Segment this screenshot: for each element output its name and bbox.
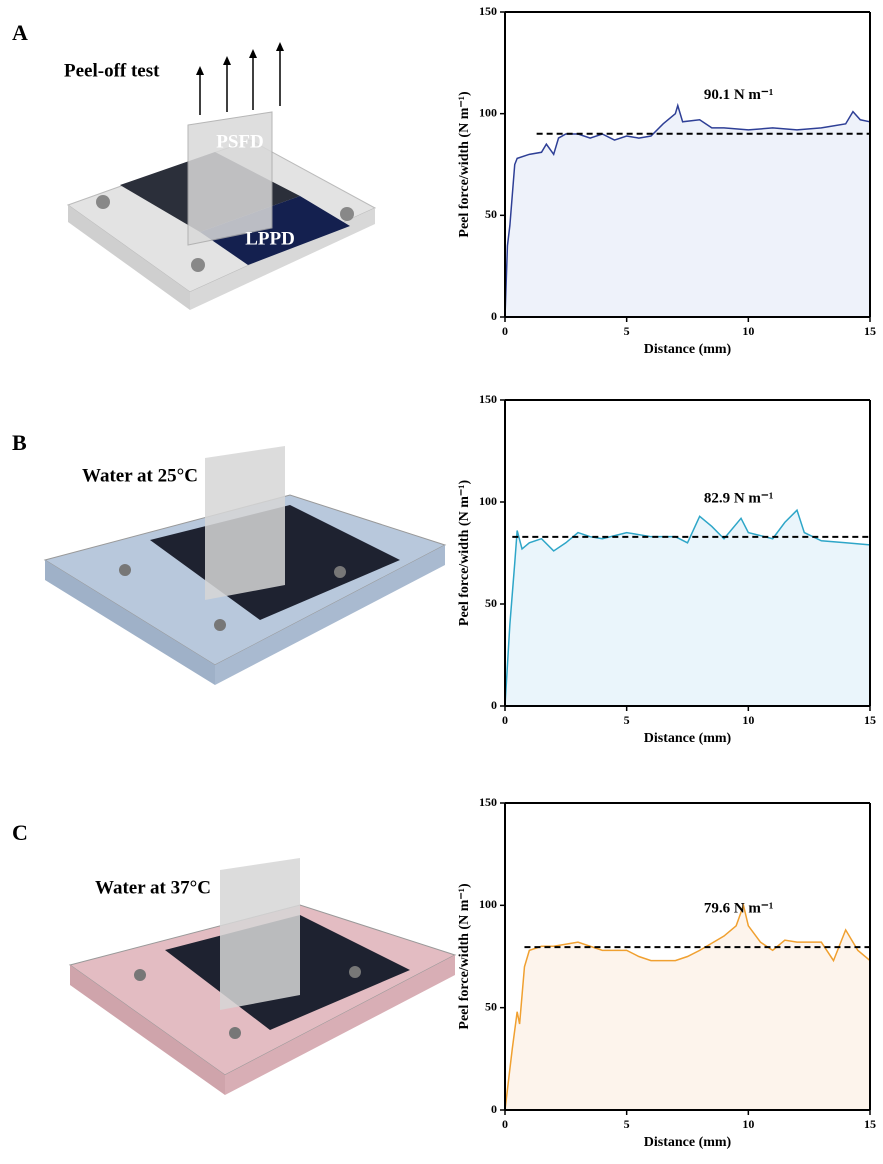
y-tick-label: 50 xyxy=(485,596,497,610)
y-axis-label: Peel force/width (N m⁻¹) xyxy=(457,883,472,1030)
illustration-b xyxy=(43,446,447,685)
panel-label: C xyxy=(12,820,28,845)
x-tick-label: 5 xyxy=(624,713,630,727)
illustration-label: Peel-off test xyxy=(64,60,160,81)
line xyxy=(504,902,871,1111)
y-tick-label: 50 xyxy=(485,207,497,221)
area xyxy=(505,905,870,1110)
illustration-label: Water at 25°C xyxy=(82,465,198,486)
x-tick-label: 0 xyxy=(502,324,508,338)
y-tick-label: 150 xyxy=(479,392,497,406)
y-tick-label: 100 xyxy=(479,897,497,911)
x-axis-label: Distance (mm) xyxy=(644,342,732,357)
x-tick-label: 10 xyxy=(742,1117,754,1131)
annotation: 82.9 N m⁻¹ xyxy=(704,490,774,506)
x-tick-label: 5 xyxy=(624,1117,630,1131)
y-tick-label: 0 xyxy=(491,309,497,323)
y-tick-label: 100 xyxy=(479,105,497,119)
x-tick-label: 5 xyxy=(624,324,630,338)
panel-label: B xyxy=(12,430,27,455)
x-tick-label: 15 xyxy=(864,324,876,338)
x-tick-label: 10 xyxy=(742,324,754,338)
annotation: 90.1 N m⁻¹ xyxy=(704,87,774,103)
y-tick-label: 50 xyxy=(485,999,497,1013)
x-tick-label: 0 xyxy=(502,713,508,727)
y-tick-label: 150 xyxy=(479,795,497,809)
y-tick-label: 0 xyxy=(491,698,497,712)
x-axis-label: Distance (mm) xyxy=(644,1135,732,1150)
annotation: 79.6 N m⁻¹ xyxy=(704,901,774,917)
illustration-c xyxy=(68,858,457,1095)
x-tick-label: 15 xyxy=(864,1117,876,1131)
y-axis-label: Peel force/width (N m⁻¹) xyxy=(457,91,472,238)
area xyxy=(505,510,870,706)
x-tick-label: 0 xyxy=(502,1117,508,1131)
x-axis-label: Distance (mm) xyxy=(644,731,732,746)
panel-label: A xyxy=(12,20,28,45)
illustration-label: Water at 37°C xyxy=(95,877,211,898)
y-axis-label: Peel force/width (N m⁻¹) xyxy=(457,480,472,627)
y-tick-label: 100 xyxy=(479,494,497,508)
x-tick-label: 15 xyxy=(864,713,876,727)
illustration-label: PSFD xyxy=(216,131,264,152)
area xyxy=(505,105,870,318)
x-tick-label: 10 xyxy=(742,713,754,727)
line xyxy=(504,102,871,318)
y-tick-label: 0 xyxy=(491,1102,497,1116)
illustration-label: LPPD xyxy=(245,228,295,249)
illustration-a xyxy=(66,42,377,310)
y-tick-label: 150 xyxy=(479,4,497,18)
